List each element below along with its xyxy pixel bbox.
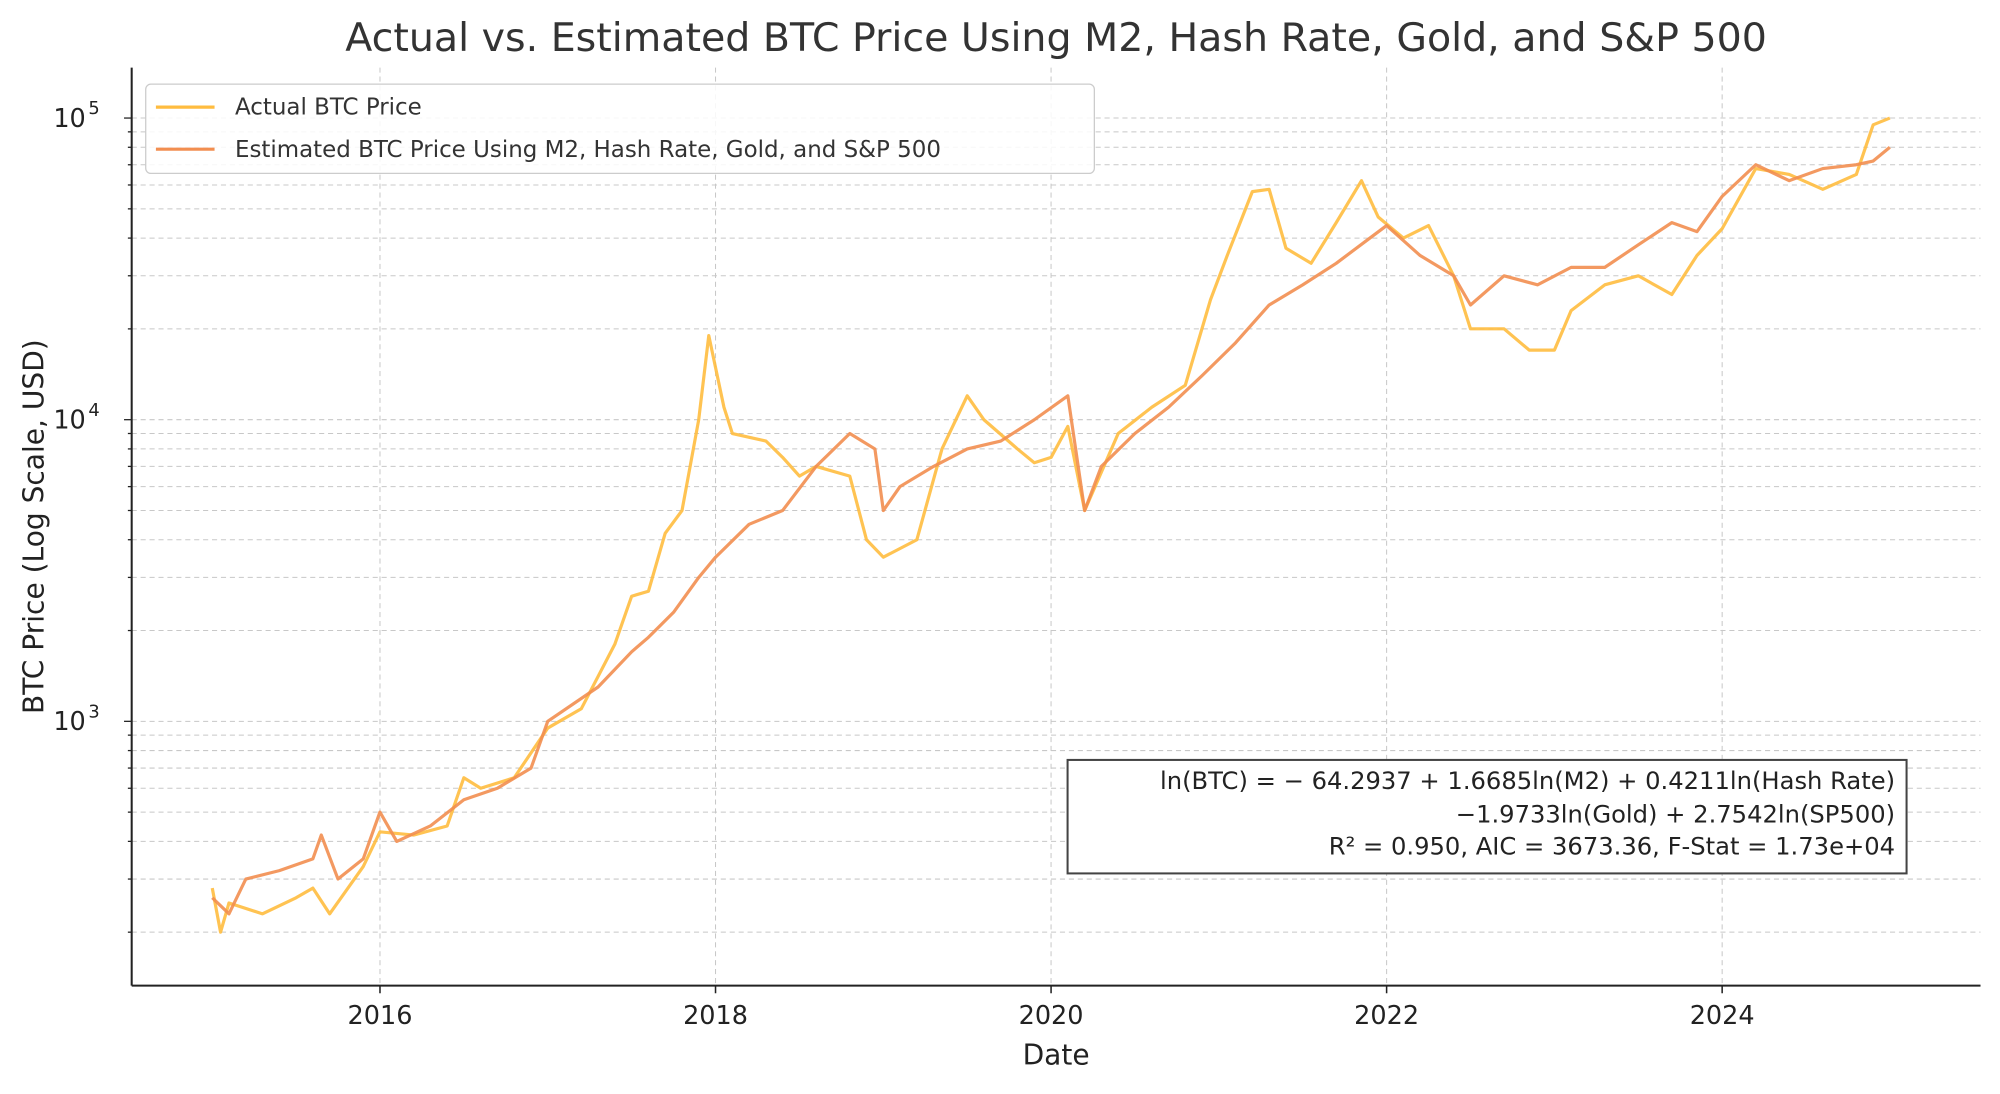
x-tick-label: 2018 [683, 1001, 748, 1031]
annotation-equation-line1: ln(BTC) = − 64.2937 + 1.6685ln(M2) + 0.4… [1160, 767, 1895, 795]
annotation-stats: R² = 0.950, AIC = 3673.36, F-Stat = 1.73… [1329, 832, 1895, 860]
x-tick-label: 2024 [1690, 1001, 1755, 1031]
y-tick-label: 10 5 [53, 98, 99, 134]
estimated-price-line [211, 146, 1891, 916]
x-tick-label: 2022 [1354, 1001, 1419, 1031]
legend-box [145, 83, 1095, 175]
actual-price-line [210, 116, 1891, 934]
x-axis-label: Date [1023, 1039, 1090, 1072]
legend-label-estimated: Estimated BTC Price Using M2, Hash Rate,… [235, 137, 941, 163]
y-tick-exponent: 4 [88, 400, 99, 421]
y-tick-exponent: 5 [88, 98, 99, 119]
legend-label-actual: Actual BTC Price [235, 95, 422, 121]
series-lines [210, 116, 1891, 934]
y-tick-label: 10 3 [53, 702, 99, 738]
x-ticks: 2016 2018 2020 2022 2024 [348, 985, 1755, 1031]
x-tick-label: 2016 [348, 1001, 413, 1031]
legend: Actual BTC Price Estimated BTC Price Usi… [145, 83, 1095, 175]
y-axis-label: BTC Price (Log Scale, USD) [18, 339, 51, 714]
annotation-box: ln(BTC) = − 64.2937 + 1.6685ln(M2) + 0.4… [1066, 758, 1908, 875]
x-tick-label: 2020 [1019, 1001, 1084, 1031]
y-tick-label: 10 4 [53, 400, 99, 436]
annotation-equation-line2: −1.9733ln(Gold) + 2.7542ln(SP500) [1456, 800, 1895, 828]
y-tick-exponent: 3 [88, 702, 99, 723]
chart-title: Actual vs. Estimated BTC Price Using M2,… [345, 15, 1767, 61]
